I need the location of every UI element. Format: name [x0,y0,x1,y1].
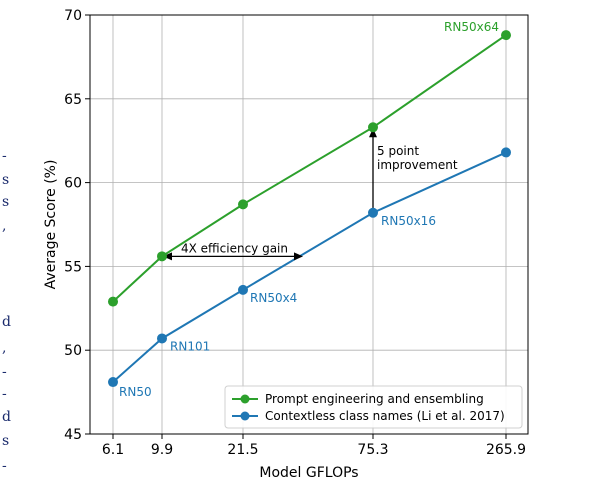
legend-marker [240,394,250,404]
edge-text-fragment: s [2,194,9,210]
y-tick-label: 60 [64,176,82,192]
edge-text-fragment: s [2,172,9,188]
point-label: RN50 [119,385,152,399]
arrowhead-up [369,128,377,138]
x-tick-label: 75.3 [357,442,388,458]
annotations: 4X efficiency gain 5 point improvement [163,128,458,261]
y-tick-label: 70 [64,8,82,24]
y-tick-label: 50 [64,343,82,359]
x-tick-label: 21.5 [227,442,258,458]
data-point [501,30,511,41]
edge-text-fragment: , [2,340,6,356]
point-label: RN50x4 [250,291,297,305]
edge-text-fragment: - [2,386,7,402]
legend-box [224,385,523,429]
legend-marker [240,411,250,421]
edge-text-fragment: , [2,218,6,234]
edge-text-fragment: - [2,458,7,474]
series-lines [112,34,507,383]
data-point [157,333,167,344]
legend-entry: Prompt engineering and ensembling [265,392,484,406]
axis-ticks: 6.1 9.9 21.5 75.3 265.9 45 50 55 60 65 70 [64,8,526,458]
data-point [108,377,118,388]
edge-text-fragment: d [2,409,11,425]
edge-text-fragment: - [2,364,7,380]
legend: Prompt engineering and ensembling Context… [224,385,523,429]
point-label: RN50x64 [444,20,499,34]
point-labels: RN50x64 RN50 RN101 RN50x4 RN50x16 [119,20,499,399]
data-point [238,284,248,295]
data-point [368,122,378,133]
point-label: RN50x16 [381,214,436,228]
improvement-annotation-line2: improvement [377,158,458,172]
data-point [157,251,167,262]
edge-text-fragment: d [2,314,11,330]
series-points [108,30,511,388]
edge-text-fragment: - [2,148,7,164]
data-point [238,199,248,210]
y-tick-label: 55 [64,259,82,275]
data-point [501,147,511,158]
grid-group [90,14,528,435]
y-tick-label: 45 [64,427,82,443]
data-point [108,296,118,307]
efficiency-annotation: 4X efficiency gain [181,241,288,255]
edge-text-fragment: s [2,433,9,449]
improvement-annotation-line1: 5 point [377,144,419,158]
legend-entry: Contextless class names (Li et al. 2017) [265,409,505,423]
y-axis-label: Average Score (%) [43,160,59,290]
data-point [368,207,378,218]
x-tick-label: 9.9 [151,442,173,458]
arrowhead-left [163,252,172,261]
x-tick-label: 6.1 [102,442,124,458]
left-edge-marks: -ss,d,--ds- [2,148,11,474]
x-axis-label: Model GFLOPs [259,465,358,481]
point-label: RN101 [170,339,210,353]
arrowhead-right [294,252,303,261]
y-tick-label: 65 [64,92,82,108]
plot-frame [89,14,529,435]
x-tick-label: 265.9 [486,442,526,458]
